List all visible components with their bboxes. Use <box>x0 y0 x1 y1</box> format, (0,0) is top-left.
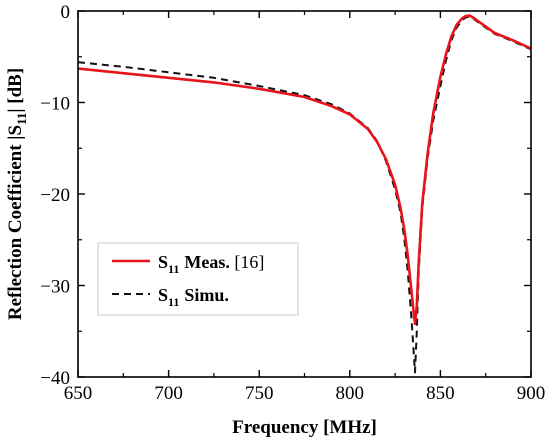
x-axis-title: Frequency [MHz] <box>232 417 377 438</box>
series-line-simulated <box>78 15 531 374</box>
x-tick-label: 700 <box>154 383 183 404</box>
legend: S11 Meas. [16] S11 Simu. <box>97 242 299 316</box>
y-axis-title: Reflection Coefficient |S11| [dB] <box>5 68 29 320</box>
series-line-measured <box>78 14 531 326</box>
x-tick-label: 750 <box>245 383 274 404</box>
y-tick-label: −20 <box>40 185 70 206</box>
legend-label-simu: S11 Simu. <box>158 285 229 309</box>
series-group <box>78 14 531 374</box>
x-tick-label: 900 <box>517 383 546 404</box>
y-tick-label: −30 <box>40 277 70 298</box>
y-tick-label: 0 <box>61 2 71 23</box>
legend-box <box>97 242 299 316</box>
x-tick-label: 650 <box>64 383 93 404</box>
plot-frame <box>77 10 532 378</box>
y-tick-label: −40 <box>40 368 70 389</box>
y-tick-label: −10 <box>40 94 70 115</box>
legend-label-meas: S11 Meas. [16] <box>158 252 264 276</box>
x-tick-label: 800 <box>336 383 365 404</box>
axes: 650 700 750 800 850 900 0 −10 −20 −30 −40 <box>40 2 545 404</box>
x-tick-label: 850 <box>426 383 455 404</box>
